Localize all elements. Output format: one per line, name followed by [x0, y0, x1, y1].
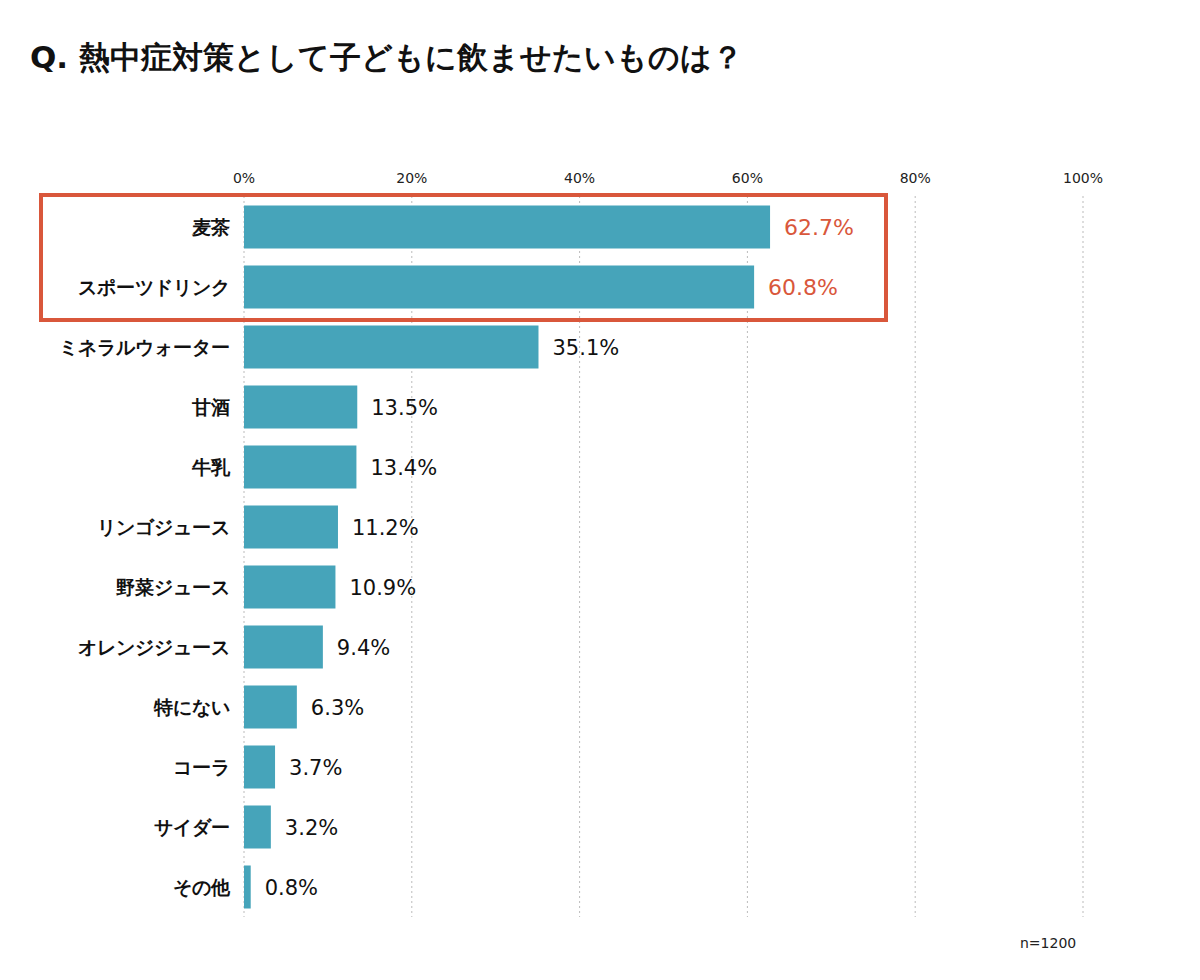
category-label: コーラ [173, 756, 230, 778]
grid-line [915, 196, 916, 917]
bar [244, 806, 271, 849]
bar [244, 386, 357, 429]
data-label: 6.3% [311, 696, 364, 720]
category-label: 野菜ジュース [116, 576, 230, 598]
category-label: ミネラルウォーター [59, 336, 230, 358]
bar [244, 566, 335, 609]
bar [244, 866, 251, 909]
category-label: リンゴジュース [97, 516, 230, 538]
bar [244, 326, 538, 369]
bar [244, 626, 323, 669]
title: Q. 熱中症対策として子どもに飲ませたいものは？ [30, 39, 743, 75]
data-label: 35.1% [552, 336, 619, 360]
data-label: 13.4% [370, 456, 437, 480]
data-label: 13.5% [371, 396, 438, 420]
bar [244, 446, 356, 489]
category-label: 麦茶 [191, 216, 230, 238]
bar [244, 686, 297, 729]
data-label: 10.9% [349, 576, 416, 600]
labels: 麦茶 62.7% スポーツドリンク 60.8% ミネラルウォーター 35.1% 甘酒 13.5… [59, 215, 854, 900]
page: {"chart_data": { "type": "bar", "title":… [0, 0, 1200, 980]
category-label: サイダー [154, 816, 230, 838]
tick-label: 0% [233, 170, 255, 186]
category-label: 特にない [153, 696, 230, 718]
highlight-box [41, 195, 886, 320]
tick-label: 80% [900, 170, 931, 186]
tick-label: 60% [732, 170, 763, 186]
grid [244, 196, 1083, 917]
category-label: オレンジジュース [78, 636, 230, 658]
annotation: n=1200 [1020, 935, 1076, 951]
grid-line [1083, 196, 1084, 917]
data-label: 11.2% [352, 516, 419, 540]
category-label: その他 [173, 876, 231, 898]
tick-label: 100% [1063, 170, 1103, 186]
bar [244, 266, 754, 309]
category-label: スポーツドリンク [78, 276, 230, 298]
data-label: 3.2% [285, 816, 338, 840]
chart: Q. 熱中症対策として子どもに飲ませたいものは？ 0% 20% 40% 60% 80% 10… [0, 0, 1200, 980]
bar [244, 206, 770, 249]
data-label: 3.7% [289, 756, 342, 780]
data-label: 0.8% [265, 876, 318, 900]
category-label: 牛乳 [191, 456, 231, 478]
bar [244, 746, 275, 789]
tick-label: 20% [396, 170, 427, 186]
tick-label: 40% [564, 170, 595, 186]
data-label: 62.7% [784, 215, 854, 240]
bars [244, 206, 770, 909]
data-label: 60.8% [768, 275, 838, 300]
data-label: 9.4% [337, 636, 390, 660]
bar [244, 506, 338, 549]
category-label: 甘酒 [191, 396, 230, 418]
